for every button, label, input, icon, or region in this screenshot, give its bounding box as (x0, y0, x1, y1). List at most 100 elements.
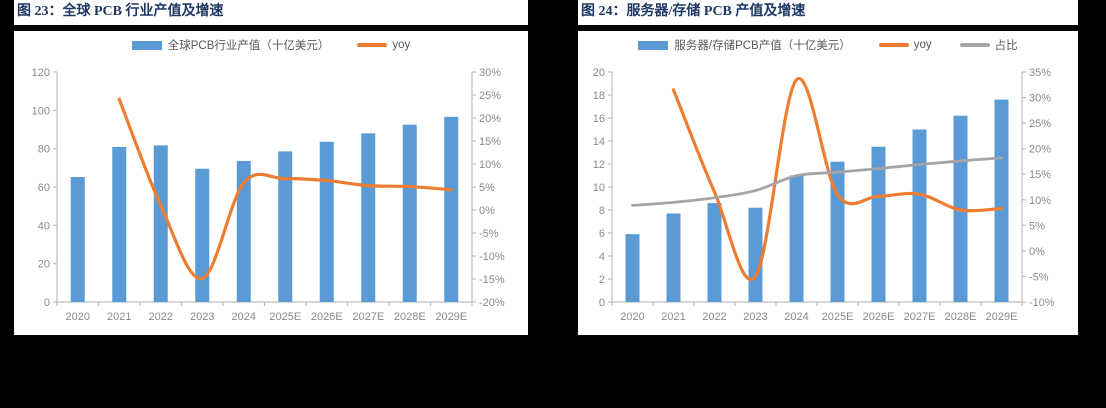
x-axis-category-label: 2027E (904, 311, 936, 323)
y-axis-right-tick-label: 15% (1029, 169, 1051, 181)
chart-canvas: 0 2 4 6 8 10 12 14 16 18 20 -10% -5% 0% 5% 10% 15% 20% 25%… (593, 67, 1055, 323)
y-axis-right-tick-label: -5% (479, 228, 499, 240)
chart-legend: 全球PCB行业产值（十亿美元） yoy (14, 37, 528, 53)
legend-label: 占比 (994, 40, 1018, 52)
y-axis-left-tick-label: 6 (599, 228, 605, 240)
x-axis-category-label: 2027E (352, 311, 384, 323)
y-axis-left-tick-label: 80 (38, 144, 50, 156)
bar-2023 (195, 168, 210, 302)
title-divider (578, 25, 1078, 31)
bar-2029E (994, 99, 1009, 302)
legend-label: 服务器/存储PCB产值（十亿美元） (674, 40, 851, 52)
y-axis-left-tick-label: 18 (593, 90, 605, 102)
y-axis-left-tick-label: 12 (593, 159, 605, 171)
x-axis-category-label: 2023 (190, 311, 214, 323)
y-axis-right-tick-label: 30% (1029, 93, 1051, 105)
y-axis-right-tick-label: -15% (479, 274, 505, 286)
x-axis-category-label: 2026E (311, 311, 343, 323)
x-axis-category-label: 2023 (743, 311, 767, 323)
bar-2024 (236, 160, 251, 302)
y-axis-right-tick-label: 0% (1029, 246, 1045, 258)
x-axis-category-label: 2026E (863, 311, 895, 323)
x-axis-category-label: 2024 (784, 311, 808, 323)
yoy-line (671, 77, 1004, 281)
x-axis-category-label: 2021 (107, 311, 131, 323)
bar-2021 (666, 213, 681, 302)
y-axis-right-tick-label: 25% (479, 90, 501, 102)
y-axis-left-tick-label: 16 (593, 113, 605, 125)
legend-item: yoy (878, 39, 932, 51)
chart-legend: 服务器/存储PCB产值（十亿美元） yoy 占比 (578, 37, 1078, 53)
x-axis-category-label: 2022 (702, 311, 726, 323)
bar-swatch-icon (131, 40, 162, 50)
title-divider (14, 25, 528, 31)
legend-label: yoy (392, 39, 411, 51)
x-axis-category-label: 2025E (822, 311, 854, 323)
bar-2027E (912, 129, 927, 302)
figure-panel-23: 图 23：全球 PCB 行业产值及增速 全球PCB行业产值（十亿美元） yoy 0… (14, 0, 528, 335)
y-axis-left-tick-label: 2 (599, 274, 605, 286)
chart-canvas: 0 20 40 60 80 100 120 -20% -15% -10% -5% 0% 5% 10% 15%… (32, 67, 505, 323)
y-axis-left-tick-label: 4 (599, 251, 605, 263)
y-axis-right-tick-label: -20% (479, 297, 505, 309)
y-axis-left-tick-label: 20 (38, 259, 50, 271)
y-axis-left-tick-label: 60 (38, 182, 50, 194)
figure-title: 图 24：服务器/存储 PCB 产值及增速 (581, 4, 806, 19)
y-axis-right-tick-label: 5% (479, 182, 495, 194)
y-axis-right-tick-label: 10% (479, 159, 501, 171)
y-axis-right-tick-label: 20% (479, 113, 501, 125)
bar-2021 (112, 146, 127, 302)
y-axis-left-tick-label: 14 (593, 136, 605, 148)
x-axis-category-label: 2029E (986, 311, 1018, 323)
figure-panel-24: 图 24：服务器/存储 PCB 产值及增速 服务器/存储PCB产值（十亿美元） y… (578, 0, 1078, 335)
line-swatch-icon (357, 43, 388, 47)
bar-2022 (707, 203, 722, 302)
x-axis-category-label: 2022 (149, 311, 173, 323)
legend-label: yoy (913, 39, 932, 51)
legend-item: yoy (357, 39, 410, 51)
x-axis-category-label: 2025E (269, 311, 301, 323)
bar-swatch-icon (638, 40, 669, 50)
legend-label: 全球PCB行业产值（十亿美元） (167, 40, 330, 52)
bar-2028E (402, 124, 417, 302)
x-axis-category-label: 2024 (232, 311, 256, 323)
y-axis-left-tick-label: 20 (593, 67, 605, 79)
bar-2024 (789, 175, 804, 302)
x-axis-category-label: 2020 (620, 311, 644, 323)
x-axis-category-label: 2021 (661, 311, 685, 323)
bar-2020 (70, 177, 85, 302)
y-axis-left-tick-label: 10 (593, 182, 605, 194)
y-axis-right-tick-label: 0% (479, 205, 495, 217)
yoy-line (117, 97, 453, 281)
legend-item: 全球PCB行业产值（十亿美元） (131, 37, 330, 53)
y-axis-left-tick-label: 120 (32, 67, 50, 79)
bar-2026E (319, 141, 334, 302)
y-axis-right-tick-label: 10% (1029, 195, 1051, 207)
bar-2029E (444, 116, 459, 302)
y-axis-right-tick-label: 30% (479, 67, 501, 79)
y-axis-left-tick-label: 0 (44, 297, 50, 309)
y-axis-right-tick-label: -5% (1029, 271, 1049, 283)
y-axis-right-tick-label: 15% (479, 136, 501, 148)
y-axis-right-tick-label: 25% (1029, 118, 1051, 130)
bar-2025E (278, 151, 293, 302)
y-axis-left-tick-label: 0 (599, 297, 605, 309)
bar-2027E (361, 133, 376, 302)
y-axis-right-tick-label: -10% (479, 251, 505, 263)
x-axis-category-label: 2028E (394, 311, 426, 323)
share-line (631, 156, 1003, 207)
y-axis-left-tick-label: 40 (38, 220, 50, 232)
line-swatch-icon (959, 43, 990, 47)
y-axis-right-tick-label: 35% (1029, 67, 1051, 79)
y-axis-left-tick-label: 8 (599, 205, 605, 217)
bar-2023 (748, 207, 763, 302)
legend-item: 占比 (959, 37, 1018, 53)
bar-2020 (625, 234, 640, 302)
legend-item: 服务器/存储PCB产值（十亿美元） (638, 37, 851, 53)
y-axis-right-tick-label: -10% (1029, 297, 1055, 309)
x-axis-category-label: 2029E (435, 311, 467, 323)
bar-2022 (153, 145, 168, 302)
figure-title: 图 23：全球 PCB 行业产值及增速 (17, 4, 224, 19)
x-axis-category-label: 2020 (66, 311, 90, 323)
